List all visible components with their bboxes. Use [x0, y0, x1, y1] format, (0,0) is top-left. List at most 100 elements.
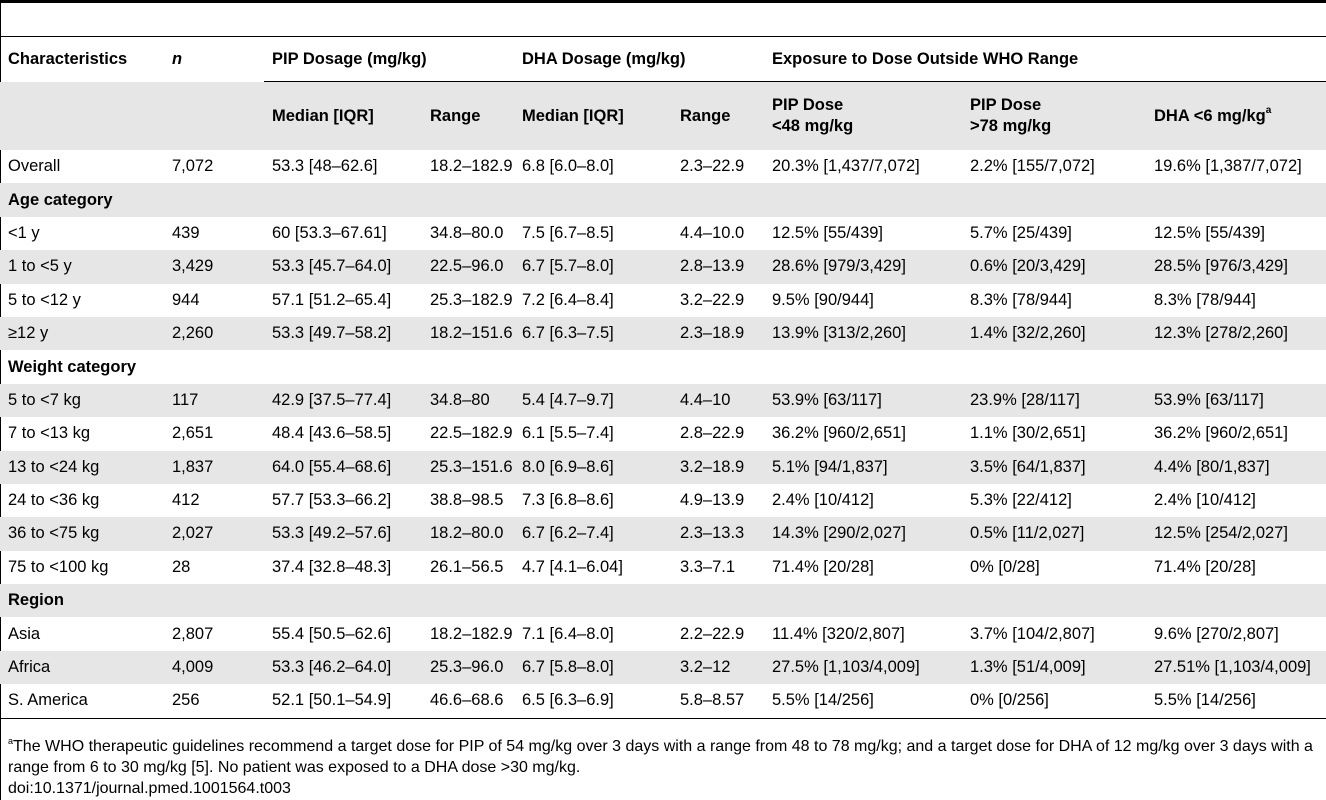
cell-dha-low: 12.5% [55/439] — [1154, 223, 1266, 242]
cell-pip-range: 26.1–56.5 — [430, 557, 504, 576]
cell-n: 2,260 — [164, 316, 264, 351]
cell-dha-range: 3.2–22.9 — [680, 290, 745, 309]
header-pip-median: Median [IQR] — [264, 81, 422, 150]
cell-pip-low: 14.3% [290/2,027] — [764, 517, 962, 551]
cell-dha-range: 2.8–13.9 — [672, 250, 764, 284]
cell-pip-high: 3.7% [104/2,807] — [970, 624, 1095, 643]
cell-n: 2,027 — [164, 517, 264, 551]
cell-pip-median: 52.1 [50.1–54.9] — [264, 684, 422, 719]
header-characteristics: Characteristics — [0, 36, 164, 82]
cell-dha-low: 12.5% [254/2,027] — [1146, 517, 1326, 551]
cell-n: 3,429 — [164, 250, 264, 284]
header-dha-range: Range — [672, 81, 764, 150]
cell-pip-range: 18.2–151.6 — [422, 316, 514, 351]
cell-pip-high: 0% [0/28] — [970, 557, 1040, 576]
cell-dha-range: 3.2–18.9 — [672, 450, 764, 484]
cell-characteristic: ≥12 y — [0, 316, 164, 351]
header-row-subcolumns: Median [IQR] Range Median [IQR] Range PI… — [0, 81, 1326, 150]
cell-pip-median: 53.3 [45.7–64.0] — [264, 250, 422, 284]
cell-dha-range: 2.2–22.9 — [680, 624, 745, 643]
cell-characteristic: S. America — [0, 684, 164, 719]
cell-pip-high: 3.5% [64/1,837] — [962, 450, 1146, 484]
cell-dha-median: 7.5 [6.7–8.5] — [522, 223, 614, 242]
cell-pip-high: 1.1% [30/2,651] — [970, 424, 1086, 443]
cell-pip-median: 53.3 [49.7–58.2] — [264, 316, 422, 351]
cell-pip-median: 55.4 [50.5–62.6] — [272, 624, 392, 643]
cell-dha-low: 71.4% [20/28] — [1154, 557, 1256, 576]
cell-dha-low: 27.51% [1,103/4,009] — [1146, 650, 1326, 685]
cell-pip-low: 2.4% [10/412] — [772, 491, 874, 510]
table-row: <1 y 439 60 [53.3–67.61] 34.8–80.0 7.5 [6.7–… — [0, 217, 1326, 250]
table-footnote: aThe WHO therapeutic guidelines recommen… — [8, 736, 1324, 799]
table-row: ≥12 y 2,260 53.3 [49.7–58.2] 18.2–151.6 6.7 … — [0, 316, 1326, 351]
cell-characteristic: 1 to <5 y — [0, 250, 164, 284]
cell-characteristic: 13 to <24 kg — [0, 450, 164, 484]
cell-dha-range: 3.2–12 — [672, 650, 764, 685]
cell-pip-range: 18.2–182.9 — [430, 624, 513, 643]
cell-n: 944 — [172, 290, 200, 309]
cell-pip-range: 22.5–96.0 — [422, 250, 514, 284]
header-dha-low-label: DHA <6 mg/kg — [1154, 106, 1266, 125]
cell-pip-median: 42.9 [37.5–77.4] — [264, 383, 422, 418]
cell-dha-range: 4.4–10.0 — [680, 223, 745, 242]
table-row: 75 to <100 kg 28 37.4 [32.8–48.3] 26.1–56.5… — [0, 551, 1326, 584]
cell-dha-low: 2.4% [10/412] — [1154, 491, 1256, 510]
cell-pip-median: 57.1 [51.2–65.4] — [272, 290, 392, 309]
cell-pip-median: 60 [53.3–67.61] — [272, 223, 387, 242]
cell-dha-median: 6.8 [6.0–8.0] — [522, 157, 614, 176]
cell-pip-median: 53.3 [46.2–64.0] — [264, 650, 422, 685]
cell-dha-range: 2.8–22.9 — [680, 424, 745, 443]
cell-pip-range: 25.3–151.6 — [422, 450, 514, 484]
cell-pip-high: 5.7% [25/439] — [970, 223, 1072, 242]
cell-pip-median: 53.3 [48–62.6] — [272, 157, 378, 176]
cell-pip-range: 38.8–98.5 — [430, 491, 504, 510]
cell-pip-high: 0.5% [11/2,027] — [962, 517, 1146, 551]
cell-pip-high: 23.9% [28/117] — [962, 383, 1146, 418]
cell-pip-median: 37.4 [32.8–48.3] — [272, 557, 392, 576]
cell-pip-median: 57.7 [53.3–66.2] — [272, 491, 392, 510]
cell-pip-median: 53.3 [49.2–57.6] — [264, 517, 422, 551]
cell-characteristic: 7 to <13 kg — [8, 424, 91, 443]
cell-pip-range: 18.2–80.0 — [422, 517, 514, 551]
footnote-marker: a — [8, 736, 14, 746]
footnote-doi: doi:10.1371/journal.pmed.1001564.t003 — [8, 780, 291, 797]
cell-n: 439 — [172, 223, 200, 242]
cell-dha-low: 5.5% [14/256] — [1146, 684, 1326, 719]
cell-dha-low: 36.2% [960/2,651] — [1154, 424, 1288, 443]
cell-pip-range: 34.8–80.0 — [430, 223, 504, 242]
cell-pip-high: 2.2% [155/7,072] — [970, 157, 1095, 176]
cell-dha-range: 5.8–8.57 — [672, 684, 764, 719]
section-row: Age category — [0, 183, 1326, 217]
cell-n: 7,072 — [172, 157, 214, 176]
cell-pip-high: 0.6% [20/3,429] — [962, 250, 1146, 284]
cell-pip-high: 0% [0/256] — [962, 684, 1146, 719]
cell-dha-median: 7.2 [6.4–8.4] — [522, 290, 614, 309]
header-n: n — [164, 36, 264, 82]
header-pip-high-line2: >78 mg/kg — [970, 117, 1052, 135]
table-row: 13 to <24 kg 1,837 64.0 [55.4–68.6] 25.3–15… — [0, 450, 1326, 484]
section-label: Region — [0, 584, 1326, 618]
cell-dha-range: 2.3–22.9 — [680, 157, 745, 176]
header-dha-dosage: DHA Dosage (mg/kg) — [514, 36, 764, 82]
cell-characteristic: 5 to <7 kg — [0, 383, 164, 418]
cell-n: 117 — [164, 383, 264, 418]
cell-dha-median: 7.1 [6.4–8.0] — [522, 624, 614, 643]
table-row: 5 to <12 y 944 57.1 [51.2–65.4] 25.3–182.9 7… — [0, 284, 1326, 317]
cell-pip-median: 64.0 [55.4–68.6] — [264, 450, 422, 484]
table-row: Africa 4,009 53.3 [46.2–64.0] 25.3–96.0 6.7 … — [0, 650, 1326, 685]
cell-dha-median: 6.5 [6.3–6.9] — [514, 684, 672, 719]
cell-n: 2,807 — [172, 624, 214, 643]
cell-dha-low: 12.3% [278/2,260] — [1146, 316, 1326, 351]
cell-pip-range: 18.2–182.9 — [430, 157, 513, 176]
cell-n: 1,837 — [164, 450, 264, 484]
header-dha-median: Median [IQR] — [514, 81, 672, 150]
cell-dha-low: 4.4% [80/1,837] — [1146, 450, 1326, 484]
table-top-border — [0, 0, 1326, 3]
cell-dha-range: 3.3–7.1 — [680, 557, 736, 576]
cell-n: 4,009 — [164, 650, 264, 685]
cell-characteristic: 24 to <36 kg — [8, 491, 100, 510]
header-exposure: Exposure to Dose Outside WHO Range — [764, 36, 1326, 82]
cell-n: 256 — [164, 684, 264, 719]
cell-pip-low: 9.5% [90/944] — [772, 290, 874, 309]
cell-dha-median: 6.7 [6.3–7.5] — [514, 316, 672, 351]
